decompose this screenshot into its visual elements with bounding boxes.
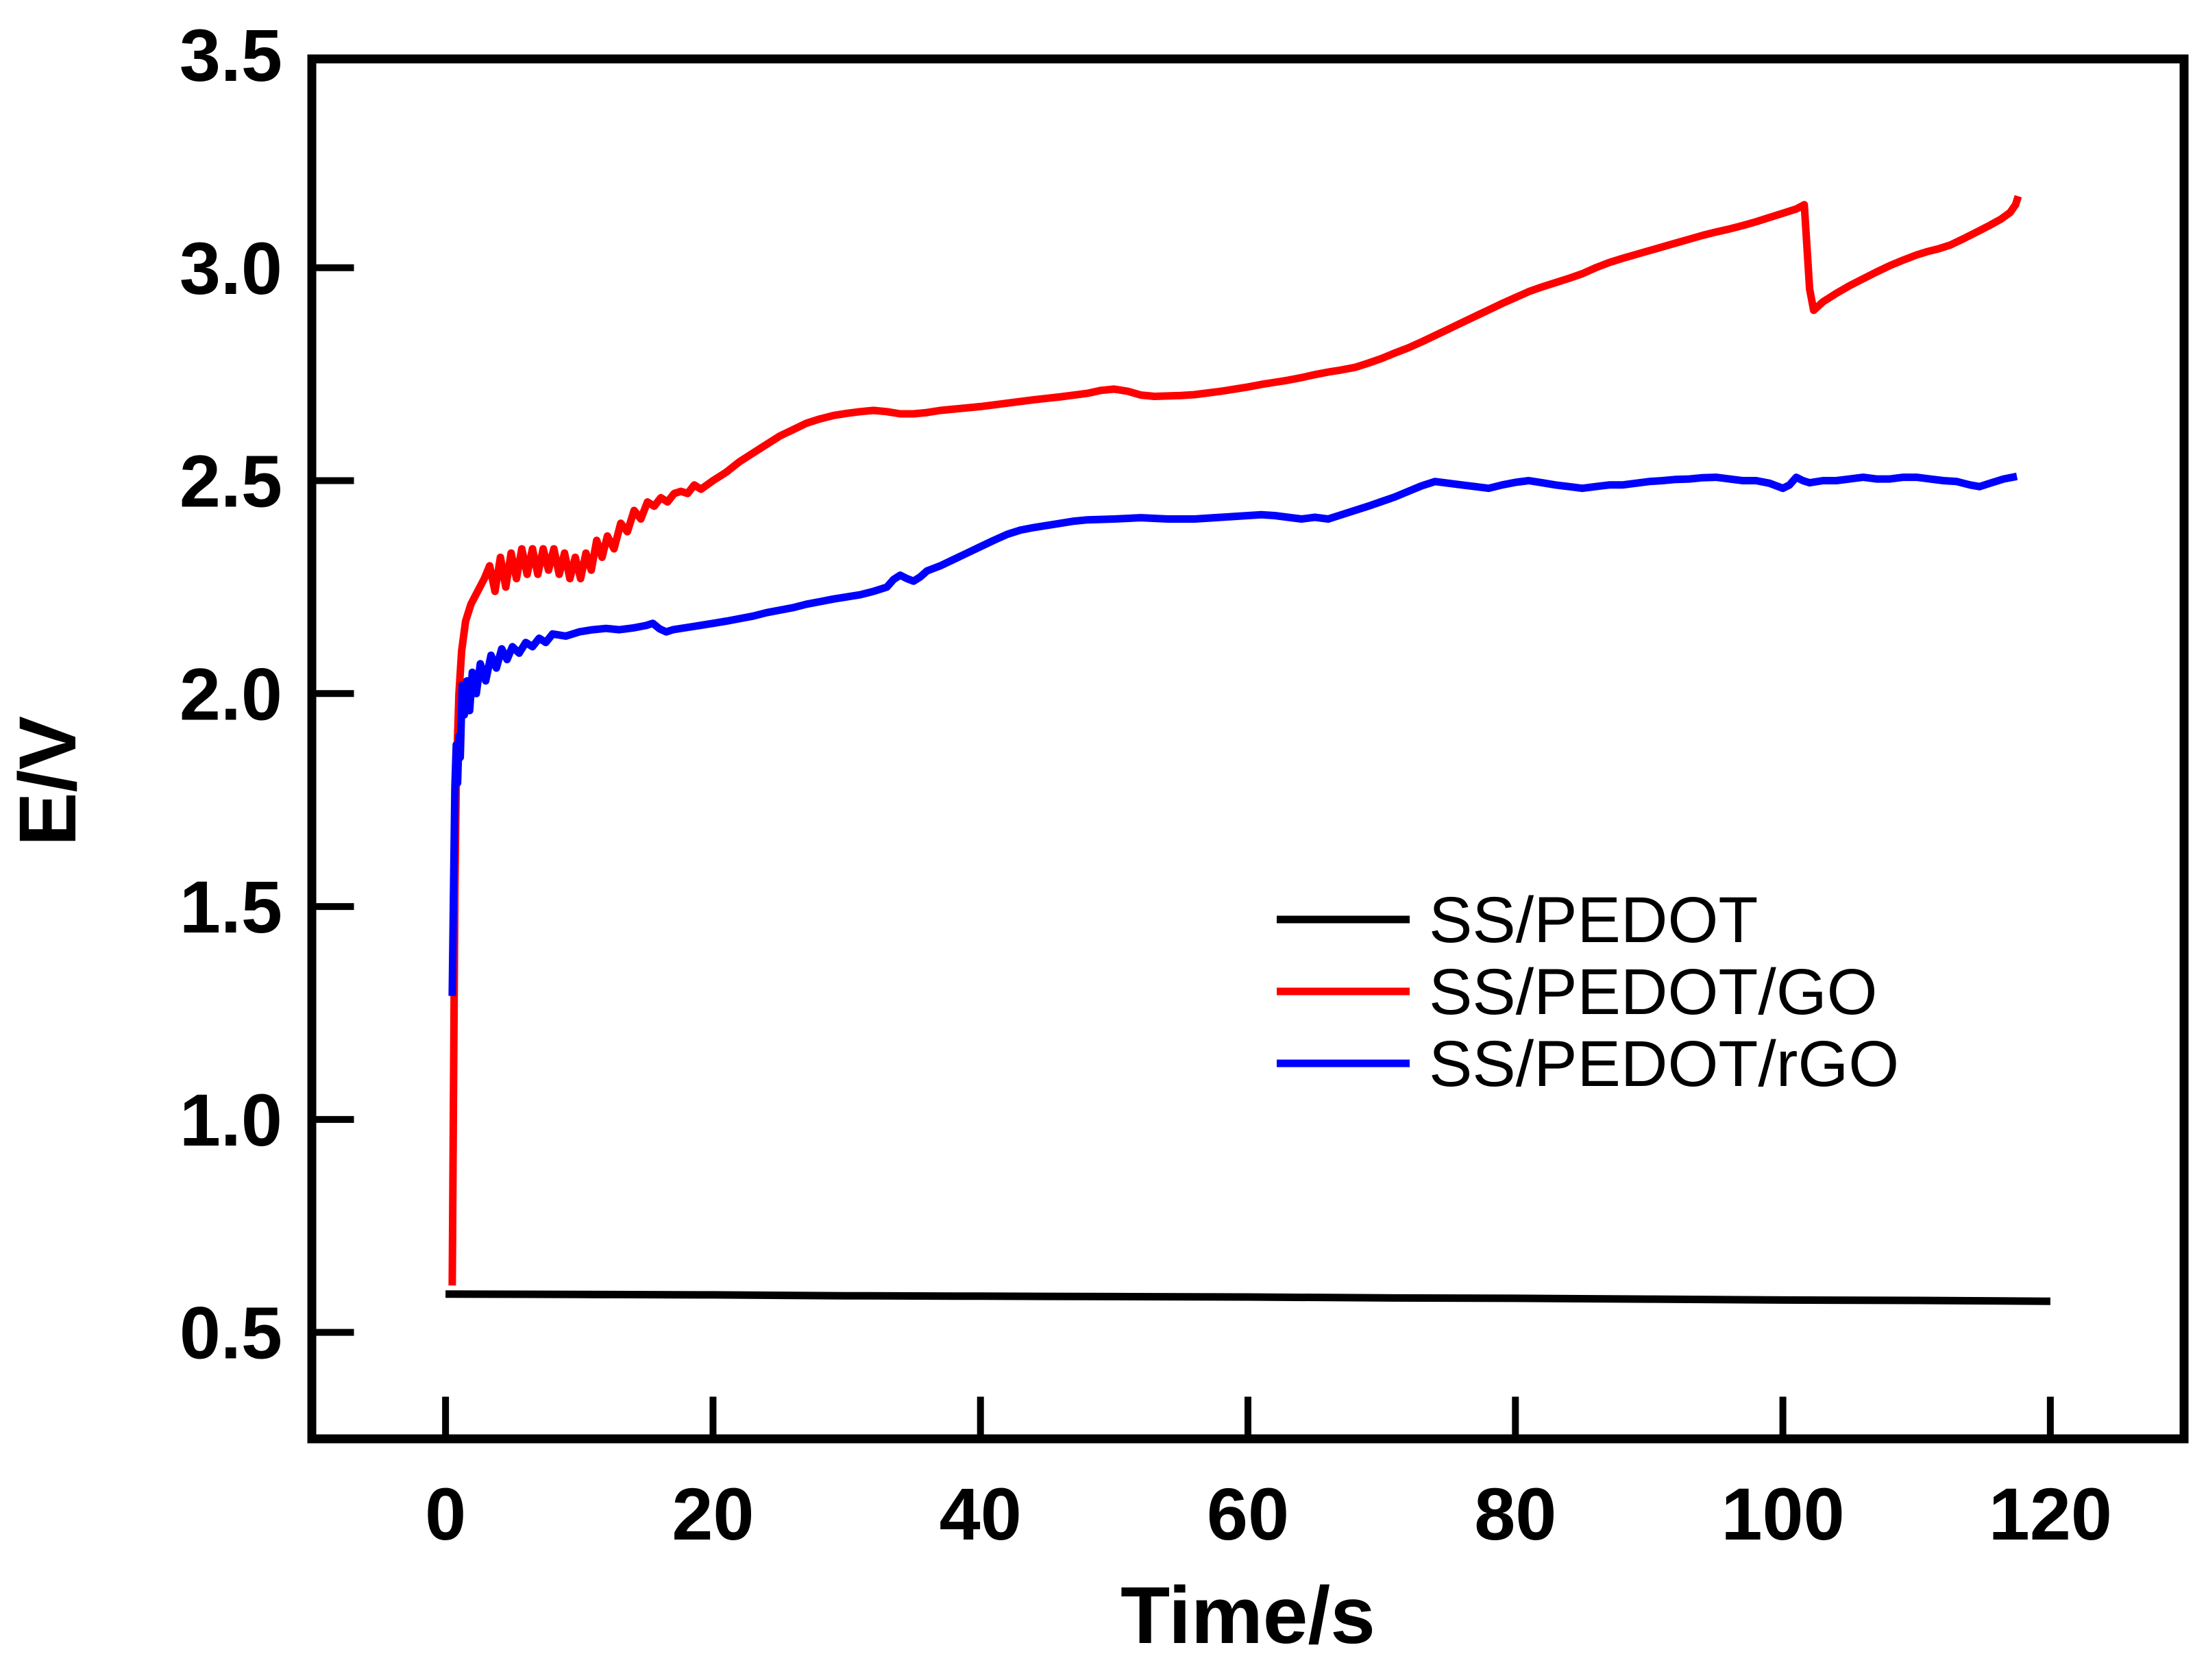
y-axis: 3.5 3.0 2.5 2.0 1.5 1.0 0.5 [180,14,354,1374]
y-tick-label-3.0: 3.0 [180,227,282,310]
legend-label-ss-pedot-rgo: SS/PEDOT/rGO [1429,1028,1899,1100]
x-tick-label-80: 80 [1474,1472,1556,1555]
legend-row-ss-pedot-rgo: SS/PEDOT/rGO [1277,1028,1899,1100]
plot-frame [307,54,2189,1444]
legend-label-ss-pedot-go: SS/PEDOT/GO [1429,956,1878,1028]
x-tick-label-20: 20 [672,1472,754,1555]
x-tick-label-60: 60 [1207,1472,1289,1555]
y-tick-label-2.0: 2.0 [180,652,282,735]
y-tick-label-0.5: 0.5 [180,1292,282,1374]
series-line-ss-pedot-rgo [448,472,2018,996]
legend-label-ss-pedot: SS/PEDOT [1429,884,1758,956]
legend: SS/PEDOT SS/PEDOT/GO SS/PEDOT/rGO [1277,884,1899,1100]
legend-row-ss-pedot-go: SS/PEDOT/GO [1277,956,1878,1028]
y-tick-label-3.5: 3.5 [180,14,282,97]
legend-row-ss-pedot: SS/PEDOT [1277,884,1758,956]
y-tick-label-1.0: 1.0 [180,1078,282,1161]
y-tick-label-1.5: 1.5 [180,865,282,948]
y-axis-title: E/V [3,716,93,846]
x-tick-label-40: 40 [940,1472,1022,1555]
y-tick-label-2.5: 2.5 [180,440,282,523]
series-lines [445,195,2050,1305]
series-line-ss-pedot-go [448,195,2022,1286]
x-tick-label-0: 0 [425,1472,466,1555]
series-line-ss-pedot [445,1290,2050,1305]
x-tick-label-100: 100 [1721,1472,1844,1555]
x-axis: 0 20 40 60 80 100 120 [425,1396,2112,1555]
x-axis-title: Time/s [1120,1570,1375,1661]
x-tick-label-120: 120 [1989,1472,2112,1555]
